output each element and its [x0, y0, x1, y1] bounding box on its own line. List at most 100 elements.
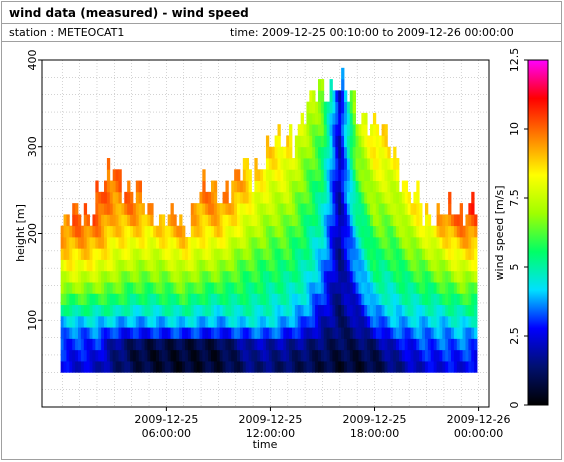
heatmap-cell: [60, 293, 64, 306]
heatmap-cell: [196, 270, 200, 283]
heatmap-cell: [179, 315, 183, 328]
heatmap-cell: [115, 304, 119, 317]
heatmap-cell: [453, 293, 458, 306]
heatmap-cell: [306, 338, 310, 351]
heatmap-cell: [124, 293, 128, 306]
heatmap-cell: [422, 270, 426, 283]
heatmap-cell: [271, 169, 276, 181]
heatmap-cell: [225, 225, 229, 238]
heatmap-cell: [436, 259, 440, 272]
heatmap-cell: [393, 169, 397, 181]
heatmap-cell: [187, 236, 192, 249]
heatmap-cell: [384, 146, 388, 159]
heatmap-cell: [419, 282, 423, 294]
heatmap-cell: [433, 236, 437, 249]
heatmap-cell: [335, 293, 339, 306]
heatmap-cell: [228, 225, 232, 238]
heatmap-cell: [147, 361, 151, 373]
heatmap-cell: [66, 338, 70, 351]
heatmap-cell: [115, 361, 119, 373]
heatmap-cell: [239, 349, 244, 362]
heatmap-cell: [286, 225, 290, 238]
heatmap-cell: [144, 270, 148, 283]
heatmap-cell: [341, 146, 345, 159]
heatmap-cell: [109, 259, 114, 272]
heatmap-cell: [468, 361, 472, 373]
heatmap-cell: [387, 270, 391, 283]
heatmap-cell: [378, 361, 383, 373]
heatmap-cell: [456, 304, 461, 317]
heatmap-cell: [242, 236, 247, 249]
heatmap-cell: [367, 338, 371, 351]
heatmap-cell: [286, 293, 290, 306]
heatmap-cell: [439, 270, 443, 283]
heatmap-cell: [193, 236, 197, 249]
heatmap-cell: [424, 236, 429, 249]
heatmap-cell: [303, 203, 307, 215]
heatmap-cell: [199, 259, 203, 272]
heatmap-cell: [219, 315, 223, 328]
heatmap-cell: [393, 270, 397, 283]
heatmap-cell: [309, 248, 313, 260]
heatmap-cell: [283, 315, 287, 328]
heatmap-cell: [410, 225, 414, 238]
heatmap-cell: [187, 259, 192, 272]
heatmap-cell: [312, 282, 316, 294]
heatmap-cell: [265, 135, 270, 148]
heatmap-cell: [199, 191, 203, 204]
heatmap-cell: [384, 259, 388, 272]
heatmap-cell: [95, 304, 99, 317]
heatmap-cell: [349, 180, 354, 193]
heatmap-cell: [381, 158, 385, 170]
heatmap-cell: [135, 270, 140, 283]
heatmap-cell: [352, 90, 356, 103]
heatmap-cell: [132, 327, 137, 339]
heatmap-cell: [167, 214, 171, 227]
heatmap-cell: [451, 248, 455, 260]
heatmap-cell: [118, 304, 122, 317]
heatmap-cell: [138, 327, 143, 339]
heatmap-cell: [86, 338, 90, 351]
heatmap-cell: [144, 349, 148, 362]
heatmap-cell: [436, 338, 440, 351]
heatmap-cell: [344, 327, 348, 339]
heatmap-cell: [132, 282, 137, 294]
heatmap-cell: [355, 248, 359, 260]
heatmap-cell: [318, 293, 322, 306]
heatmap-cell: [83, 236, 88, 249]
heatmap-cell: [303, 158, 307, 170]
heatmap-cell: [118, 259, 122, 272]
heatmap-cell: [268, 191, 273, 204]
heatmap-cell: [213, 214, 218, 227]
heatmap-cell: [329, 304, 333, 317]
heatmap-cell: [341, 79, 345, 91]
heatmap-cell: [393, 327, 397, 339]
heatmap-cell: [141, 248, 145, 260]
heatmap-cell: [355, 203, 359, 215]
heatmap-cell: [80, 338, 85, 351]
heatmap-cell: [156, 293, 160, 306]
heatmap-cell: [92, 338, 96, 351]
heatmap-cell: [75, 327, 79, 339]
heatmap-cell: [156, 304, 160, 317]
heatmap-cell: [239, 225, 244, 238]
heatmap-cell: [323, 293, 328, 306]
heatmap-cell: [329, 169, 333, 181]
heatmap-cell: [251, 203, 255, 215]
heatmap-cell: [104, 327, 108, 339]
heatmap-cell: [101, 304, 105, 317]
heatmap-cell: [199, 361, 203, 373]
heatmap-cell: [341, 282, 345, 294]
heatmap-cell: [106, 248, 111, 260]
heatmap-cell: [459, 361, 463, 373]
heatmap-cell: [401, 191, 406, 204]
heatmap-cell: [92, 282, 96, 294]
heatmap-cell: [323, 349, 328, 362]
heatmap-cell: [80, 225, 85, 238]
heatmap-cell: [225, 248, 229, 260]
heatmap-cell: [176, 361, 180, 373]
heatmap-cell: [66, 248, 70, 260]
heatmap-cell: [265, 259, 270, 272]
heatmap-cell: [445, 327, 449, 339]
heatmap-cell: [205, 270, 209, 283]
